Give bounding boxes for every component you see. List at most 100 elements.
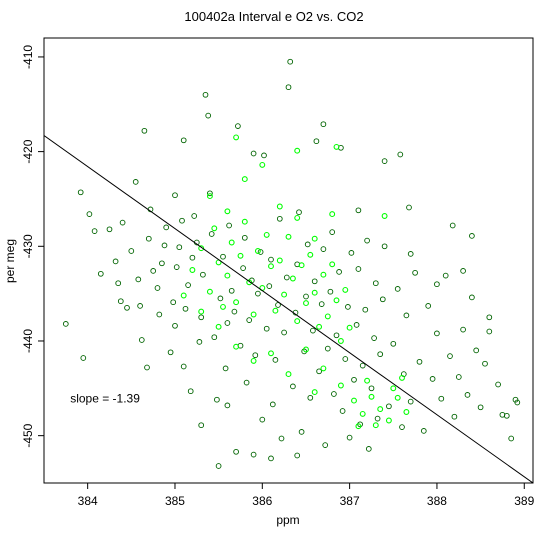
- data-point: [243, 379, 250, 386]
- data-point: [196, 339, 203, 345]
- data-point: [272, 357, 279, 363]
- data-point: [469, 294, 475, 301]
- data-point: [233, 134, 240, 141]
- data-point: [503, 412, 510, 419]
- data-point: [173, 264, 180, 270]
- data-point: [259, 416, 266, 423]
- data-point: [180, 363, 187, 370]
- data-point: [86, 211, 93, 217]
- x-tick-label: 384: [78, 494, 98, 508]
- data-point: [329, 261, 336, 268]
- data-point: [187, 388, 194, 395]
- data-point: [420, 428, 427, 434]
- data-point: [329, 211, 336, 218]
- data-point: [135, 276, 142, 283]
- data-point: [287, 58, 294, 65]
- data-point: [324, 345, 331, 352]
- data-point: [205, 112, 212, 119]
- data-point: [233, 343, 240, 350]
- data-point: [276, 257, 283, 264]
- data-point: [316, 368, 322, 375]
- data-point: [207, 190, 213, 197]
- regression-line: [44, 135, 533, 483]
- data-point: [233, 448, 239, 455]
- y-axis-label: per meg: [3, 239, 17, 283]
- data-point: [250, 451, 257, 458]
- data-point: [77, 189, 84, 196]
- data-point: [469, 233, 475, 239]
- data-point: [170, 299, 177, 306]
- data-point: [211, 334, 218, 341]
- y-axis: -410 -420 -430 -440 -450: [21, 45, 44, 448]
- data-point: [296, 209, 302, 216]
- data-point: [172, 322, 178, 329]
- data-point: [359, 362, 366, 369]
- data-point: [250, 357, 257, 364]
- data-point: [189, 267, 196, 273]
- data-point: [345, 304, 351, 310]
- data-point: [460, 268, 466, 274]
- y-tick-label: -450: [21, 423, 35, 447]
- data-point: [329, 229, 336, 235]
- data-point: [403, 312, 410, 319]
- data-point: [477, 404, 484, 411]
- data-point: [482, 360, 488, 367]
- data-point: [460, 326, 466, 333]
- data-point: [235, 123, 241, 129]
- data-point: [246, 317, 253, 323]
- data-point: [508, 435, 515, 442]
- data-point: [261, 152, 267, 159]
- data-point: [217, 295, 224, 302]
- plot-frame: [43, 37, 534, 484]
- data-point: [257, 249, 264, 255]
- data-point: [202, 91, 209, 98]
- data-point: [294, 147, 301, 154]
- data-point: [442, 272, 449, 279]
- data-point: [364, 377, 371, 384]
- data-point: [355, 207, 362, 214]
- data-point: [62, 321, 69, 327]
- data-point: [368, 393, 375, 400]
- data-point: [246, 279, 253, 286]
- data-point: [224, 272, 231, 279]
- chart-title: 100402a Interval e O2 vs. CO2: [184, 9, 363, 24]
- data-point: [318, 301, 325, 307]
- data-point: [80, 355, 87, 361]
- data-point: [220, 253, 226, 260]
- data-point: [241, 218, 248, 225]
- x-tick-label: 385: [165, 494, 185, 508]
- data-point: [311, 278, 318, 285]
- data-point: [137, 303, 143, 309]
- data-point: [455, 374, 462, 380]
- data-point: [268, 256, 274, 263]
- data-point: [331, 391, 337, 397]
- data-point: [333, 297, 340, 304]
- data-point: [406, 204, 412, 211]
- data-point: [365, 446, 372, 452]
- data-point: [241, 176, 248, 183]
- data-point: [307, 394, 314, 401]
- data-point: [434, 330, 440, 337]
- data-point: [399, 374, 405, 381]
- data-point: [303, 293, 309, 300]
- data-point: [294, 318, 301, 325]
- data-point: [303, 300, 309, 307]
- data-point: [112, 258, 119, 265]
- data-point: [447, 353, 453, 359]
- data-point: [220, 303, 226, 310]
- data-point: [117, 298, 124, 305]
- data-point: [371, 335, 377, 341]
- data-point: [355, 423, 362, 430]
- data-point: [128, 248, 135, 254]
- data-point: [337, 338, 344, 344]
- y-tick-label: -430: [21, 234, 35, 258]
- data-point: [285, 233, 292, 240]
- x-tick-label: 386: [252, 494, 272, 508]
- data-point: [425, 303, 432, 309]
- data-point: [495, 381, 501, 388]
- data-point: [191, 213, 198, 219]
- data-point: [228, 239, 235, 246]
- data-point: [215, 323, 222, 330]
- data-point: [313, 138, 320, 145]
